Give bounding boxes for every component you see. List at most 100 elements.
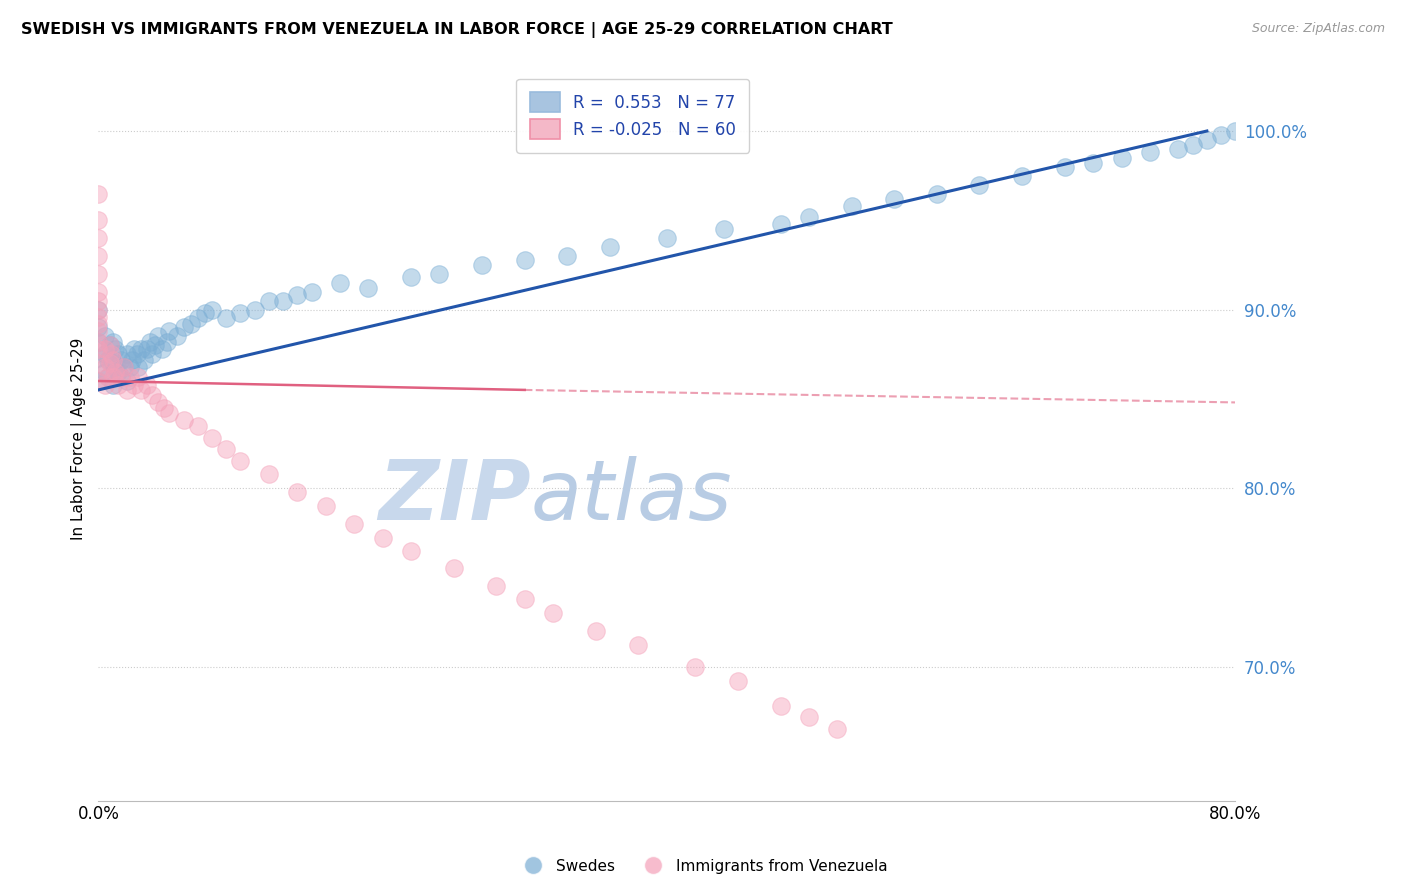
Point <box>87 267 110 281</box>
Point <box>229 454 252 468</box>
Point <box>110 370 132 384</box>
Point <box>173 320 195 334</box>
Point <box>257 467 280 481</box>
Point <box>87 310 110 324</box>
Point <box>513 591 536 606</box>
Point <box>127 370 149 384</box>
Point <box>201 431 224 445</box>
Point <box>135 377 157 392</box>
Point <box>271 293 294 308</box>
Point <box>285 484 308 499</box>
Point <box>135 342 157 356</box>
Point <box>132 352 155 367</box>
Point <box>110 352 132 367</box>
Point <box>118 370 141 384</box>
Y-axis label: In Labor Force | Age 25-29: In Labor Force | Age 25-29 <box>72 338 87 541</box>
Point <box>115 347 138 361</box>
Point <box>399 270 422 285</box>
Point <box>104 365 127 379</box>
Point <box>215 311 238 326</box>
Point <box>1195 133 1218 147</box>
Point <box>101 334 124 349</box>
Point <box>97 352 120 367</box>
Point <box>87 374 110 388</box>
Point <box>797 210 820 224</box>
Point <box>969 178 991 192</box>
Point <box>429 267 451 281</box>
Point <box>925 186 948 201</box>
Point <box>129 342 152 356</box>
Point <box>1209 128 1232 142</box>
Text: SWEDISH VS IMMIGRANTS FROM VENEZUELA IN LABOR FORCE | AGE 25-29 CORRELATION CHAR: SWEDISH VS IMMIGRANTS FROM VENEZUELA IN … <box>21 22 893 38</box>
Point <box>1225 124 1247 138</box>
Point <box>229 306 252 320</box>
Point <box>513 252 536 267</box>
Point <box>655 231 678 245</box>
Point <box>1167 142 1189 156</box>
Point <box>87 293 110 308</box>
Point <box>180 317 202 331</box>
Point <box>122 377 145 392</box>
Point <box>87 374 110 388</box>
Point <box>357 281 380 295</box>
Point <box>87 302 110 317</box>
Point <box>94 347 117 361</box>
Point <box>97 370 120 384</box>
Point <box>343 516 366 531</box>
Point <box>101 377 124 392</box>
Point <box>599 240 621 254</box>
Point <box>797 709 820 723</box>
Point <box>301 285 323 299</box>
Point <box>141 388 163 402</box>
Point <box>125 347 148 361</box>
Point <box>107 377 129 392</box>
Point <box>87 320 110 334</box>
Point <box>143 338 166 352</box>
Point <box>215 442 238 456</box>
Point <box>87 356 110 370</box>
Point <box>98 338 121 352</box>
Point <box>157 406 180 420</box>
Point <box>485 579 508 593</box>
Point <box>841 199 863 213</box>
Point <box>150 342 173 356</box>
Point <box>87 186 110 201</box>
Point <box>371 531 394 545</box>
Point <box>127 359 149 374</box>
Point <box>146 395 169 409</box>
Point <box>115 374 138 388</box>
Text: ZIP: ZIP <box>378 457 530 537</box>
Point <box>1181 138 1204 153</box>
Point <box>399 543 422 558</box>
Point <box>118 359 141 374</box>
Point <box>87 213 110 227</box>
Point <box>87 334 110 349</box>
Legend: Swedes, Immigrants from Venezuela: Swedes, Immigrants from Venezuela <box>512 853 894 880</box>
Point <box>107 347 129 361</box>
Point <box>101 352 124 367</box>
Point <box>194 306 217 320</box>
Point <box>585 624 607 638</box>
Point <box>727 673 749 688</box>
Point <box>138 334 160 349</box>
Point <box>315 499 337 513</box>
Point <box>129 383 152 397</box>
Point <box>883 192 905 206</box>
Point <box>141 347 163 361</box>
Point <box>122 342 145 356</box>
Point <box>713 222 735 236</box>
Point <box>94 365 117 379</box>
Text: atlas: atlas <box>530 457 733 537</box>
Point <box>121 352 143 367</box>
Point <box>98 356 121 370</box>
Point <box>471 258 494 272</box>
Point <box>87 317 110 331</box>
Point <box>87 249 110 263</box>
Point <box>146 329 169 343</box>
Point <box>769 217 792 231</box>
Point <box>87 342 110 356</box>
Point <box>110 370 132 384</box>
Point <box>827 722 849 736</box>
Point <box>87 351 110 365</box>
Point <box>104 359 127 374</box>
